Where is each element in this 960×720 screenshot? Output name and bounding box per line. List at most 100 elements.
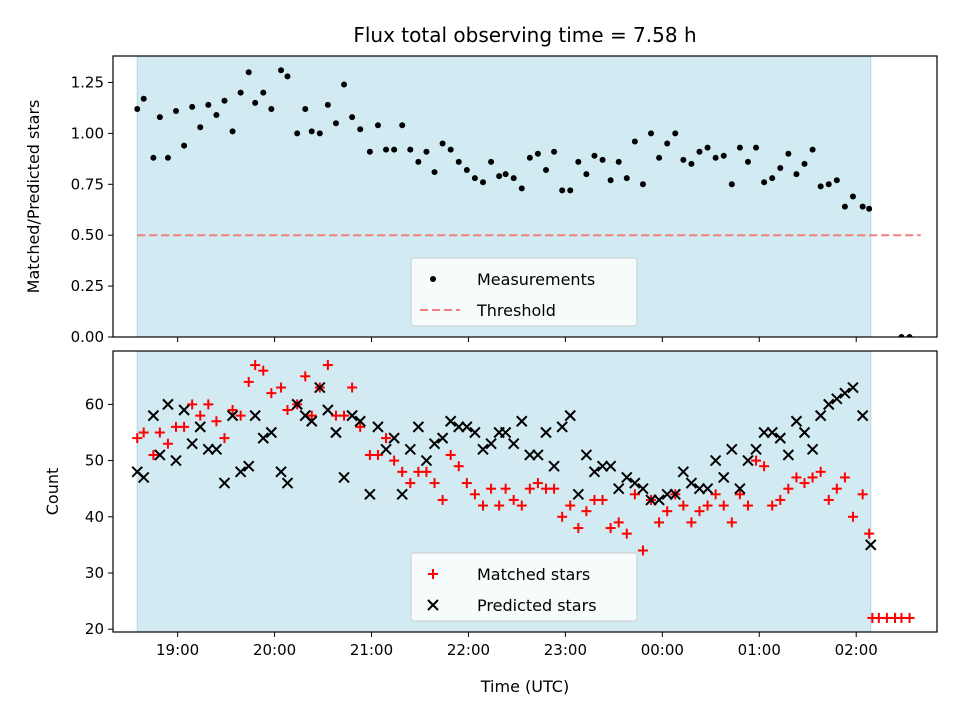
matched-star-point xyxy=(211,416,222,427)
matched-star-point xyxy=(397,466,408,477)
matched-star-point xyxy=(742,500,753,511)
measurement-point xyxy=(833,177,840,184)
matched-star-point xyxy=(405,478,416,489)
measurement-point xyxy=(680,156,687,163)
predicted-star-point xyxy=(338,471,350,484)
predicted-star-point xyxy=(677,466,690,478)
measurement-point xyxy=(455,158,462,165)
predicted-star-point xyxy=(436,432,449,444)
predicted-star-point xyxy=(790,415,803,427)
x-tick-label: 20:00 xyxy=(253,641,296,659)
matched-star-point xyxy=(429,478,440,489)
measurement-point xyxy=(332,120,339,127)
measurement-point xyxy=(753,144,760,151)
matched-star-point xyxy=(282,405,293,416)
measurement-point xyxy=(173,107,180,114)
matched-star-point xyxy=(734,489,745,500)
measurement-point xyxy=(407,146,414,153)
predicted-star-point xyxy=(709,454,722,467)
matched-star-point xyxy=(421,466,432,477)
matched-star-point xyxy=(621,528,632,539)
measurement-point xyxy=(308,128,315,135)
y-tick-label: 50 xyxy=(85,452,104,470)
matched-star-point xyxy=(266,388,277,399)
measurement-point xyxy=(357,126,364,133)
predicted-star-point xyxy=(629,477,641,489)
matched-star-point xyxy=(799,478,810,489)
top-panel: 0.00 0.25 0.50 0.75 1.00 1.25 Measurements Thre… xyxy=(71,55,938,346)
measurement-point xyxy=(268,105,275,112)
predicted-star-point xyxy=(137,471,150,484)
measurement-point xyxy=(156,114,163,121)
predicted-star-point xyxy=(372,421,384,433)
predicted-star-point xyxy=(653,494,665,506)
predicted-star-point xyxy=(469,426,481,439)
predicted-star-point xyxy=(275,466,287,478)
measurement-point xyxy=(534,150,541,157)
predicted-star-point xyxy=(564,409,576,422)
matched-star-point xyxy=(179,421,190,432)
predicted-star-point xyxy=(556,421,568,433)
x-axis-label: Time (UTC) xyxy=(480,677,569,696)
x-tick-label: 01:00 xyxy=(738,641,781,659)
measurement-point xyxy=(761,179,768,186)
matched-star-point xyxy=(381,433,392,444)
matched-star-point xyxy=(726,517,737,528)
legend-label: Threshold xyxy=(476,301,556,320)
predicted-star-point xyxy=(604,460,617,472)
predicted-star-point xyxy=(782,449,795,461)
measurement-point xyxy=(736,144,743,151)
matched-star-point xyxy=(532,478,543,489)
predicted-star-point xyxy=(685,477,698,489)
measurement-point xyxy=(415,158,422,165)
predicted-star-point xyxy=(354,415,366,427)
measurement-point xyxy=(140,95,147,102)
predicted-star-point xyxy=(380,443,392,456)
predicted-star-point xyxy=(718,471,730,484)
measurement-point xyxy=(631,138,638,145)
measurement-point xyxy=(664,140,671,147)
measurement-point xyxy=(728,181,735,188)
measurement-point xyxy=(391,146,398,153)
predicted-star-point xyxy=(170,454,182,467)
predicted-star-point xyxy=(806,443,819,456)
measurement-point xyxy=(801,160,808,167)
matched-star-point xyxy=(857,489,868,500)
measurement-point xyxy=(447,146,454,153)
measurement-point xyxy=(898,334,905,337)
measurement-point xyxy=(341,81,348,88)
measurement-point xyxy=(383,146,390,153)
y-tick-label: 60 xyxy=(85,395,104,413)
matched-star-point xyxy=(605,523,616,534)
predicted-star-point xyxy=(798,426,811,439)
matched-star-point xyxy=(581,506,592,517)
measurement-point xyxy=(294,130,301,137)
measurement-point xyxy=(463,167,470,174)
predicted-star-point xyxy=(396,488,408,501)
predicted-star-point xyxy=(499,426,512,439)
measurement-point xyxy=(712,154,719,161)
y-tick-label: 0.50 xyxy=(71,226,104,244)
predicted-star-point xyxy=(856,409,869,422)
predicted-star-point xyxy=(847,381,859,394)
legend: Matched stars Predicted stars xyxy=(410,552,638,622)
matched-star-point xyxy=(276,382,287,393)
predicted-star-point xyxy=(485,438,497,450)
matched-star-point xyxy=(306,410,317,421)
predicted-star-point xyxy=(774,432,786,444)
measurement-point xyxy=(567,187,574,194)
matched-star-point xyxy=(445,449,456,460)
measurement-point xyxy=(502,171,509,178)
legend-label: Predicted stars xyxy=(477,596,597,615)
matched-star-point xyxy=(702,500,713,511)
y-tick-label: 0.00 xyxy=(71,328,104,346)
x-tick-label: 22:00 xyxy=(447,641,490,659)
predicted-star-point xyxy=(831,393,843,405)
measurement-point xyxy=(623,175,630,182)
predicted-star-point xyxy=(154,449,166,461)
measurement-point xyxy=(607,177,614,184)
measurement-point xyxy=(431,169,438,176)
predicted-star-point xyxy=(404,443,416,456)
predicted-star-point xyxy=(766,426,778,439)
measurement-point xyxy=(164,154,171,161)
